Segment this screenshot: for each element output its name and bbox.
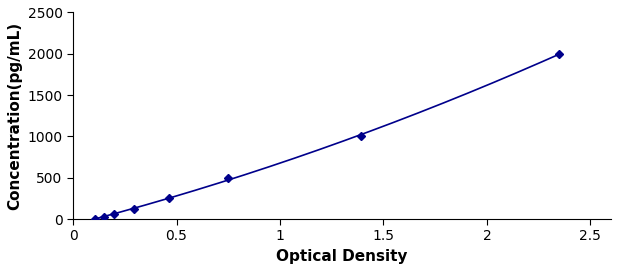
Y-axis label: Concentration(pg/mL): Concentration(pg/mL): [7, 22, 22, 210]
X-axis label: Optical Density: Optical Density: [276, 249, 408, 264]
